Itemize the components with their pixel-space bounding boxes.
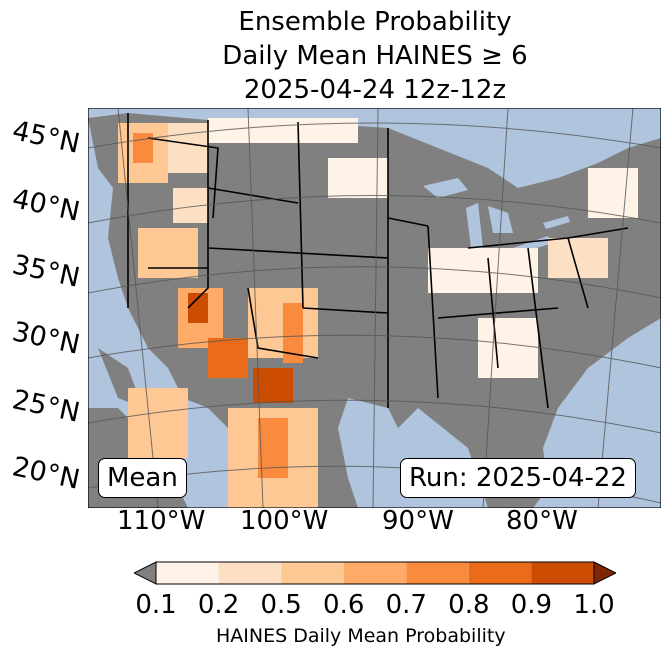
lat-label-25: 25°N	[9, 384, 83, 429]
colorbar-tick-label: 0.7	[385, 590, 427, 620]
colorbar-bin	[218, 562, 282, 584]
lat-label-45: 45°N	[9, 115, 83, 160]
colorbar-tick-label: 0.5	[260, 590, 302, 620]
probability-shading	[118, 118, 638, 508]
title-line-3: 2025-04-24 12z-12z	[243, 75, 507, 105]
lat-label-30: 30°N	[9, 316, 83, 361]
colorbar-bin	[281, 562, 344, 584]
run-date-badge: Run: 2025-04-22	[400, 458, 636, 498]
probability-map	[88, 108, 661, 508]
lat-label-20: 20°N	[9, 451, 83, 496]
colorbar-label: HAINES Daily Mean Probability	[216, 625, 506, 647]
colorbar-bin	[156, 562, 219, 584]
colorbar-tick-label: 0.1	[135, 590, 177, 620]
title-line-1: Ensemble Probability	[238, 7, 512, 37]
colorbar-tick-label: 0.2	[197, 590, 240, 620]
colorbar	[134, 561, 616, 585]
colorbar-bin	[343, 562, 407, 584]
colorbar-tick-label: 0.8	[448, 590, 490, 620]
lon-label-100: 100°W	[240, 506, 329, 536]
colorbar-bin	[468, 562, 532, 584]
lat-label-35: 35°N	[9, 249, 83, 294]
colorbar-over-arrow	[593, 561, 616, 585]
colorbar-tick-label: 0.9	[510, 590, 553, 620]
title-line-2: Daily Mean HAINES ≥ 6	[222, 41, 528, 71]
colorbar-under-arrow	[134, 561, 157, 585]
mean-badge: Mean	[98, 458, 187, 498]
colorbar-tick-label: 1.0	[573, 590, 615, 620]
lon-label-110: 110°W	[117, 506, 206, 536]
lon-label-90: 90°W	[382, 506, 454, 536]
colorbar-bin	[531, 562, 594, 584]
lat-label-40: 40°N	[9, 183, 83, 228]
colorbar-tick-label: 0.6	[323, 590, 365, 620]
lon-label-80: 80°W	[506, 506, 578, 536]
colorbar-bin	[406, 562, 469, 584]
